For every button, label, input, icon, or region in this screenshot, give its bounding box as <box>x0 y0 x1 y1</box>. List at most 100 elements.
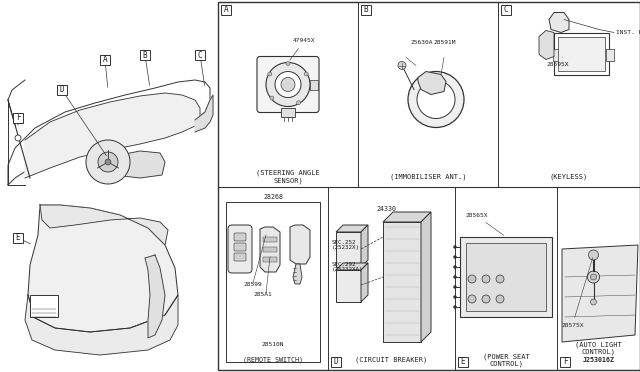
Circle shape <box>270 96 274 100</box>
Polygon shape <box>98 151 165 178</box>
Bar <box>226 202 320 362</box>
Circle shape <box>589 250 598 260</box>
Text: E: E <box>16 234 20 243</box>
Circle shape <box>454 266 456 269</box>
Circle shape <box>454 295 456 298</box>
Polygon shape <box>28 205 178 332</box>
Circle shape <box>454 285 456 289</box>
Text: B: B <box>143 51 147 60</box>
Text: INST. PANEL: INST. PANEL <box>616 30 640 35</box>
Bar <box>558 36 605 71</box>
Polygon shape <box>539 31 554 60</box>
Circle shape <box>417 80 455 119</box>
FancyBboxPatch shape <box>57 85 67 95</box>
FancyBboxPatch shape <box>13 113 23 123</box>
Bar <box>218 2 640 370</box>
Polygon shape <box>260 227 280 272</box>
Polygon shape <box>195 95 213 132</box>
Bar <box>336 232 361 267</box>
Text: 28268: 28268 <box>263 194 283 200</box>
FancyBboxPatch shape <box>228 225 252 273</box>
Circle shape <box>496 275 504 283</box>
Text: (AUTO LIGHT
CONTROL): (AUTO LIGHT CONTROL) <box>575 341 622 355</box>
FancyBboxPatch shape <box>361 5 371 15</box>
Text: A: A <box>224 6 228 15</box>
Circle shape <box>275 71 301 97</box>
Polygon shape <box>145 255 165 338</box>
Text: F: F <box>563 357 567 366</box>
Circle shape <box>86 140 130 184</box>
Bar <box>263 257 277 262</box>
Circle shape <box>286 61 290 65</box>
Circle shape <box>15 135 21 141</box>
FancyBboxPatch shape <box>560 357 570 367</box>
Polygon shape <box>549 13 569 32</box>
Text: 47945X: 47945X <box>290 38 316 60</box>
Polygon shape <box>336 263 368 270</box>
Text: 285A1: 285A1 <box>253 292 272 298</box>
Bar <box>466 243 546 311</box>
FancyBboxPatch shape <box>257 57 319 112</box>
Text: (REMOTE SWITCH): (REMOTE SWITCH) <box>243 357 303 363</box>
Circle shape <box>304 72 308 76</box>
Text: 24330: 24330 <box>376 206 397 212</box>
Circle shape <box>408 71 464 128</box>
Text: SEC.252
(25232X): SEC.252 (25232X) <box>332 240 360 250</box>
Text: 28510N: 28510N <box>262 341 284 346</box>
Bar <box>383 222 421 342</box>
Circle shape <box>281 77 295 92</box>
Circle shape <box>496 295 504 303</box>
FancyBboxPatch shape <box>501 5 511 15</box>
Polygon shape <box>8 80 210 185</box>
Bar <box>336 270 361 302</box>
Bar <box>310 80 318 90</box>
Polygon shape <box>361 225 368 267</box>
Polygon shape <box>293 264 302 284</box>
Circle shape <box>98 152 118 172</box>
Circle shape <box>454 305 456 308</box>
Text: A: A <box>102 55 108 64</box>
Text: (POWER SEAT
CONTROL): (POWER SEAT CONTROL) <box>483 353 529 367</box>
Polygon shape <box>25 93 200 178</box>
Text: D: D <box>60 86 64 94</box>
Text: 25630A: 25630A <box>410 40 433 45</box>
Text: 28565X: 28565X <box>465 213 504 235</box>
FancyBboxPatch shape <box>331 357 341 367</box>
FancyBboxPatch shape <box>234 253 246 261</box>
Circle shape <box>105 159 111 165</box>
Polygon shape <box>290 225 310 264</box>
Bar <box>30 295 58 317</box>
Text: E: E <box>461 357 465 366</box>
Bar <box>263 237 277 242</box>
Text: F: F <box>16 113 20 122</box>
Polygon shape <box>336 225 368 232</box>
Text: J253016Z: J253016Z <box>582 357 614 363</box>
Circle shape <box>268 72 272 76</box>
Polygon shape <box>562 245 638 342</box>
Circle shape <box>296 101 301 105</box>
FancyBboxPatch shape <box>13 233 23 243</box>
FancyBboxPatch shape <box>100 55 110 65</box>
Circle shape <box>482 275 490 283</box>
Circle shape <box>266 62 310 106</box>
Circle shape <box>591 274 596 280</box>
Bar <box>554 32 609 74</box>
Text: SEC.292
(25232XA): SEC.292 (25232XA) <box>332 262 364 272</box>
Text: (STEERING ANGLE
SENSOR): (STEERING ANGLE SENSOR) <box>256 170 320 184</box>
Bar <box>263 247 277 252</box>
FancyBboxPatch shape <box>458 357 468 367</box>
Bar <box>281 108 295 116</box>
FancyBboxPatch shape <box>234 233 246 241</box>
Text: 28595X: 28595X <box>546 57 568 67</box>
Circle shape <box>588 271 600 283</box>
Polygon shape <box>361 263 368 302</box>
Circle shape <box>454 256 456 259</box>
Circle shape <box>468 295 476 303</box>
Bar <box>606 48 614 61</box>
Polygon shape <box>40 205 168 245</box>
FancyBboxPatch shape <box>234 243 246 251</box>
FancyBboxPatch shape <box>140 50 150 60</box>
Bar <box>553 48 561 61</box>
Circle shape <box>591 299 596 305</box>
FancyBboxPatch shape <box>195 50 205 60</box>
